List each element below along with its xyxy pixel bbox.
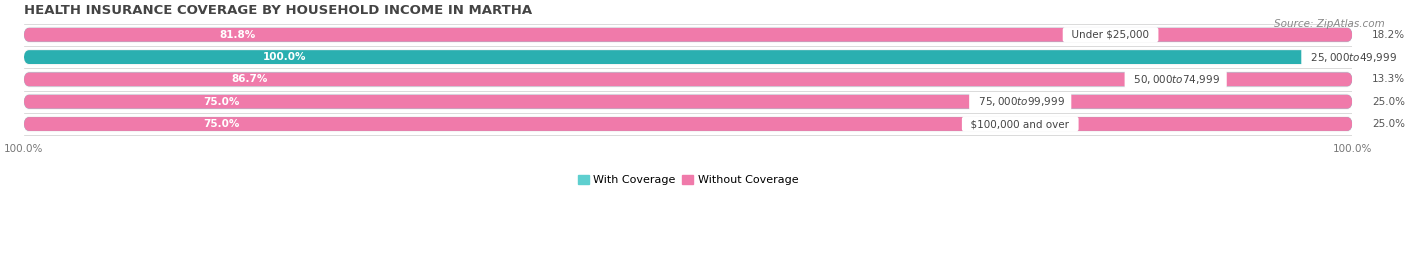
Text: 13.3%: 13.3% — [1372, 75, 1406, 85]
Text: 75.0%: 75.0% — [204, 119, 239, 129]
Text: $75,000 to $99,999: $75,000 to $99,999 — [972, 95, 1069, 108]
FancyBboxPatch shape — [24, 95, 1353, 109]
FancyBboxPatch shape — [24, 117, 1353, 131]
Text: Under $25,000: Under $25,000 — [1066, 30, 1156, 40]
FancyBboxPatch shape — [24, 50, 1353, 64]
Text: Source: ZipAtlas.com: Source: ZipAtlas.com — [1274, 19, 1385, 29]
FancyBboxPatch shape — [24, 28, 1353, 42]
FancyBboxPatch shape — [24, 95, 1353, 109]
Legend: With Coverage, Without Coverage: With Coverage, Without Coverage — [574, 171, 803, 190]
FancyBboxPatch shape — [24, 28, 1353, 42]
Text: $100,000 and over: $100,000 and over — [965, 119, 1076, 129]
Text: 81.8%: 81.8% — [219, 30, 256, 40]
Text: 0.0%: 0.0% — [1372, 52, 1399, 62]
Text: 18.2%: 18.2% — [1372, 30, 1406, 40]
FancyBboxPatch shape — [24, 72, 1353, 86]
FancyBboxPatch shape — [24, 117, 1353, 131]
Text: $25,000 to $49,999: $25,000 to $49,999 — [1303, 50, 1400, 63]
FancyBboxPatch shape — [24, 71, 1353, 87]
Text: 86.7%: 86.7% — [231, 75, 267, 85]
FancyBboxPatch shape — [24, 94, 1353, 110]
FancyBboxPatch shape — [24, 49, 1353, 65]
Text: 100.0%: 100.0% — [263, 52, 307, 62]
FancyBboxPatch shape — [24, 72, 1353, 86]
FancyBboxPatch shape — [24, 95, 1353, 109]
Text: 25.0%: 25.0% — [1372, 97, 1405, 107]
FancyBboxPatch shape — [24, 50, 1353, 64]
Text: $50,000 to $74,999: $50,000 to $74,999 — [1128, 73, 1225, 86]
FancyBboxPatch shape — [24, 72, 1353, 86]
FancyBboxPatch shape — [24, 28, 1353, 42]
Text: 75.0%: 75.0% — [204, 97, 239, 107]
FancyBboxPatch shape — [24, 116, 1353, 132]
Text: 25.0%: 25.0% — [1372, 119, 1405, 129]
Text: HEALTH INSURANCE COVERAGE BY HOUSEHOLD INCOME IN MARTHA: HEALTH INSURANCE COVERAGE BY HOUSEHOLD I… — [24, 4, 531, 17]
FancyBboxPatch shape — [24, 117, 1353, 131]
FancyBboxPatch shape — [24, 27, 1353, 43]
